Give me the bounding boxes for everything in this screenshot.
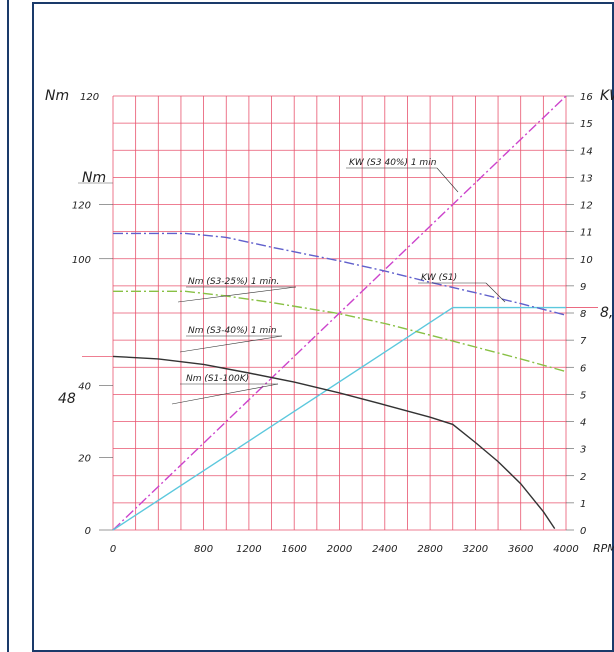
y-right-tick-label: 0	[580, 526, 586, 537]
series-line	[112, 306, 566, 531]
y-right-tick-label: 12	[580, 201, 593, 212]
y-left-tick-label: 20	[78, 454, 91, 465]
annotations: KW (S3 40%) 1 min KW (S1) Nm (S3-25%) 1 mi…	[171, 158, 506, 405]
x-tick-label: 4000	[553, 544, 578, 555]
x-tick-label: 3600	[508, 544, 533, 555]
y-right-tick-label: 13	[580, 173, 593, 184]
series-annotation-label: Nm (S3-40%) 1 min	[188, 326, 277, 336]
x-tick-label: 1200	[236, 544, 261, 555]
y-right-tick-label: 5	[580, 390, 586, 401]
y-right-tick-label: 14	[580, 146, 593, 157]
x-tick-label: 1600	[281, 544, 306, 555]
x-axis-unit: RPM	[593, 542, 614, 555]
series-line	[113, 290, 567, 373]
annotation-leader	[485, 282, 506, 303]
y-right-tick-label: 11	[580, 228, 593, 239]
annotation-leader	[171, 383, 279, 405]
annotation-leader	[179, 335, 283, 353]
x-tick-label: 3200	[463, 544, 488, 555]
x-tick-label: 2400	[372, 544, 397, 555]
annotation-leader	[177, 286, 297, 303]
y-right-tick-label: 8	[580, 309, 586, 320]
series-annotation-label: Nm (S3-25%) 1 min.	[188, 277, 279, 287]
y-left-tick-label: 120	[72, 201, 91, 212]
y-left-tick-label: 0	[85, 526, 91, 537]
series-line	[112, 355, 556, 529]
y-right-tick-label: 1	[580, 499, 586, 510]
y-right-tick-label: 10	[580, 255, 593, 266]
series-line	[113, 232, 567, 316]
annotation-leader	[436, 167, 459, 193]
series-annotation-label: Nm (S1-100K)	[186, 374, 249, 384]
panel-border	[32, 2, 614, 652]
series-line	[112, 95, 567, 531]
series-group	[112, 95, 567, 531]
y-left-tick-label: 100	[72, 255, 91, 266]
y-right-tick-label: 4	[580, 418, 586, 429]
y-right-tick-label: 9	[580, 282, 586, 293]
y-right-tick-label: 6	[580, 363, 586, 374]
right-axis-unit: KW	[600, 88, 614, 104]
left-highlight-value: 48	[58, 391, 76, 407]
left-axis-unit-top: Nm	[45, 88, 69, 104]
x-tick-label: 800	[194, 544, 213, 555]
y-left-tick-label: 40	[78, 381, 91, 392]
y-right-tick-label: 2	[580, 472, 586, 483]
series-annotation-label: KW (S1)	[421, 273, 457, 283]
y-right-tick-label: 7	[580, 336, 587, 347]
left-axis-unit-second: Nm	[82, 170, 106, 186]
x-tick-label: 2800	[417, 544, 442, 555]
right-highlight-value: 8,...	[600, 305, 614, 321]
series-annotation-label: KW (S3 40%) 1 min	[349, 158, 437, 168]
y-right-tick-label: 16	[580, 92, 593, 103]
y-right-tick-label: 15	[580, 119, 593, 130]
y-right-tick-label: 3	[580, 445, 586, 456]
left-axis-top-value: 120	[80, 92, 99, 103]
x-tick-label: 2000	[327, 544, 352, 555]
x-tick-label: 0	[110, 544, 116, 555]
